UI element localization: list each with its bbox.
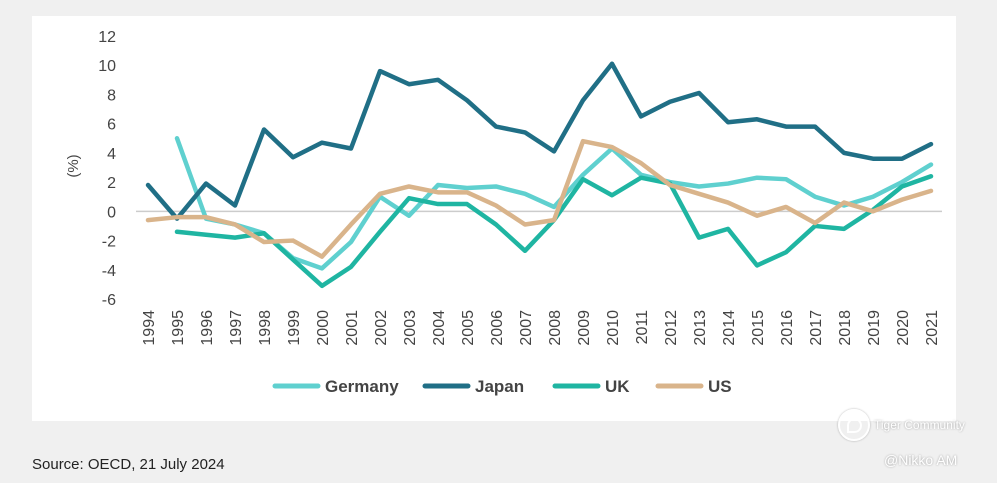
x-tick-label: 1995 bbox=[170, 310, 187, 346]
x-tick-label: 2006 bbox=[489, 310, 506, 346]
legend-label-uk: UK bbox=[605, 377, 630, 396]
y-tick-label: 10 bbox=[98, 58, 116, 75]
y-tick-label: 2 bbox=[107, 175, 116, 192]
x-tick-label: 2009 bbox=[576, 310, 593, 346]
line-chart: 12 10 8 6 4 2 0 -2 -4 -6 (%) 1994 1995 1996 1997 1998… bbox=[65, 29, 942, 396]
y-tick-label: -6 bbox=[102, 292, 116, 309]
y-axis-label: (%) bbox=[65, 154, 82, 177]
x-tick-label: 2020 bbox=[895, 310, 912, 346]
x-tick-label: 1996 bbox=[199, 310, 216, 346]
x-tick-label: 2005 bbox=[460, 310, 477, 346]
y-tick-label: 0 bbox=[107, 204, 116, 221]
chart-panel: 12 10 8 6 4 2 0 -2 -4 -6 (%) 1994 1995 1996 1997 1998… bbox=[32, 16, 956, 421]
x-tick-label: 2003 bbox=[402, 310, 419, 346]
x-tick-label: 2019 bbox=[866, 310, 883, 346]
x-tick-label: 2004 bbox=[431, 310, 448, 346]
series-line-us bbox=[145, 138, 934, 259]
x-tick-label: 2016 bbox=[779, 310, 796, 346]
watermark-brand-text: Tiger Community bbox=[874, 418, 965, 432]
y-tick-label: 4 bbox=[107, 146, 116, 163]
y-tick-label: 12 bbox=[98, 29, 116, 46]
legend-label-japan: Japan bbox=[475, 377, 524, 396]
y-tick-label: 6 bbox=[107, 117, 116, 134]
watermark-brand: Tiger Community bbox=[838, 409, 965, 441]
legend-label-germany: Germany bbox=[325, 377, 399, 396]
x-tick-label: 2013 bbox=[692, 310, 709, 346]
x-tick-label: 2008 bbox=[547, 310, 564, 346]
x-tick-label: 1998 bbox=[257, 310, 274, 346]
x-tick-label: 2017 bbox=[808, 310, 825, 346]
x-tick-label: 2007 bbox=[518, 310, 535, 346]
x-tick-label: 2011 bbox=[634, 310, 651, 345]
x-tick-label: 2001 bbox=[344, 310, 361, 346]
x-tick-label: 2014 bbox=[721, 310, 738, 346]
series-line-japan bbox=[145, 61, 934, 221]
source-note: Source: OECD, 21 July 2024 bbox=[32, 456, 225, 473]
series-line-uk bbox=[174, 174, 934, 289]
x-tick-label: 2012 bbox=[663, 310, 680, 346]
x-tick-label: 1999 bbox=[286, 310, 303, 346]
watermark-handle: @Nikko AM bbox=[884, 452, 958, 468]
y-tick-label: 8 bbox=[107, 87, 116, 104]
x-tick-label: 2015 bbox=[750, 310, 767, 346]
x-tick-label: 2002 bbox=[373, 310, 390, 346]
x-tick-label: 2018 bbox=[837, 310, 854, 346]
tiger-logo-icon bbox=[838, 409, 870, 441]
series-line-germany bbox=[174, 136, 934, 271]
y-tick-label: -2 bbox=[102, 234, 116, 251]
y-tick-label: -4 bbox=[102, 263, 116, 280]
x-tick-label: 2000 bbox=[315, 310, 332, 346]
x-tick-label: 2010 bbox=[605, 310, 622, 346]
legend-label-us: US bbox=[708, 377, 732, 396]
x-tick-label: 1994 bbox=[141, 310, 158, 346]
x-tick-label: 1997 bbox=[228, 310, 245, 346]
x-tick-label: 2021 bbox=[924, 310, 941, 346]
